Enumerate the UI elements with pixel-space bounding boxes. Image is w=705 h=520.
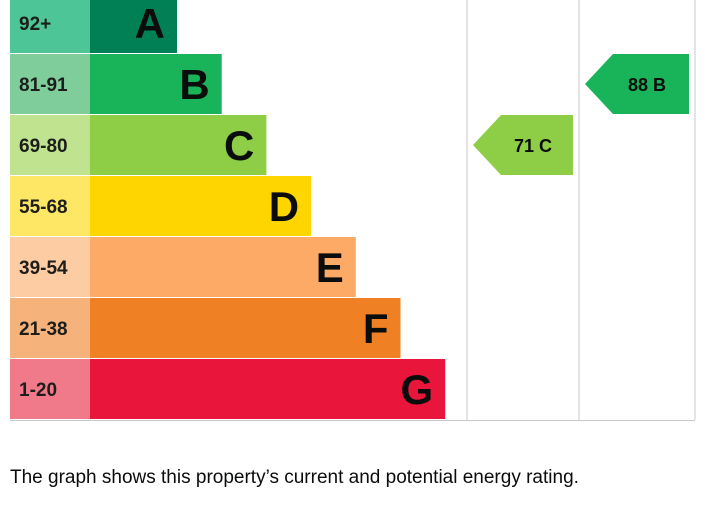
chart-caption: The graph shows this property’s current … <box>10 467 579 488</box>
band-range-cell-a <box>10 0 90 53</box>
band-bar-a <box>90 0 177 53</box>
band-range-cell-d <box>10 176 90 236</box>
potential-rating-arrow <box>585 54 689 114</box>
band-range-cell-c <box>10 115 90 175</box>
band-range-cell-e <box>10 237 90 297</box>
band-letter-f: F <box>363 305 389 352</box>
band-letter-b: B <box>179 61 209 108</box>
band-bar-c <box>90 115 267 175</box>
band-letter-c: C <box>224 122 254 169</box>
band-range-cell-g <box>10 359 90 419</box>
band-bar-e <box>90 237 356 297</box>
band-range-cell-b <box>10 54 90 114</box>
band-bar-g <box>90 359 446 419</box>
potential-rating-label: 88 B <box>628 75 666 95</box>
band-bar-d <box>90 176 312 236</box>
band-range-label-e: 39-54 <box>19 258 68 279</box>
band-range-label-c: 69-80 <box>19 136 68 157</box>
current-rating-arrow <box>473 115 573 175</box>
band-range-label-d: 55-68 <box>19 197 68 218</box>
band-bar-f <box>90 298 401 358</box>
energy-rating-svg: 92+ A 81-91 B 69-80 C 55-68 D 39-54 E 21-38 F 1-20 G 7… <box>10 0 696 421</box>
band-letter-d: D <box>269 183 299 230</box>
band-letter-a: A <box>135 0 165 47</box>
band-range-label-f: 21-38 <box>19 319 68 340</box>
band-range-label-g: 1-20 <box>19 380 57 401</box>
band-letter-g: G <box>401 366 434 413</box>
band-range-cell-f <box>10 298 90 358</box>
band-bar-b <box>90 54 222 114</box>
current-rating-label: 71 C <box>514 136 552 156</box>
band-range-label-a: 92+ <box>19 14 51 35</box>
band-range-label-b: 81-91 <box>19 75 68 96</box>
band-letter-e: E <box>316 244 344 291</box>
